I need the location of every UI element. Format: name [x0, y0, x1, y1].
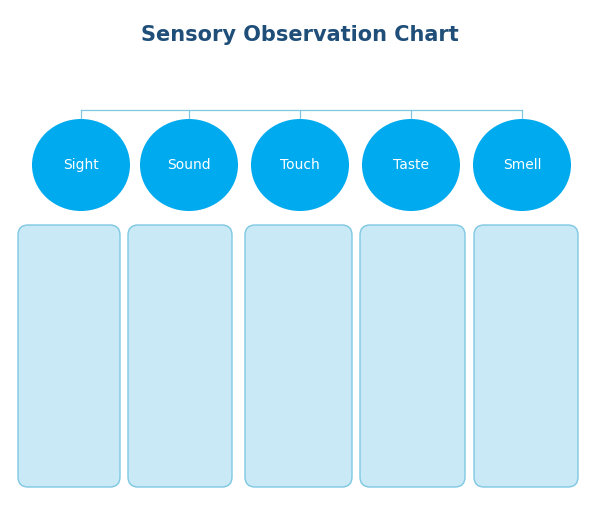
FancyBboxPatch shape	[474, 225, 578, 487]
Text: Touch: Touch	[280, 158, 320, 172]
FancyBboxPatch shape	[245, 225, 352, 487]
Text: Sensory Observation Chart: Sensory Observation Chart	[141, 25, 459, 45]
FancyBboxPatch shape	[360, 225, 465, 487]
Text: Smell: Smell	[503, 158, 541, 172]
Ellipse shape	[140, 119, 238, 211]
Text: Taste: Taste	[393, 158, 429, 172]
FancyBboxPatch shape	[18, 225, 120, 487]
FancyBboxPatch shape	[128, 225, 232, 487]
Ellipse shape	[32, 119, 130, 211]
Ellipse shape	[362, 119, 460, 211]
Text: Sight: Sight	[63, 158, 99, 172]
Ellipse shape	[251, 119, 349, 211]
Ellipse shape	[473, 119, 571, 211]
Text: Sound: Sound	[167, 158, 211, 172]
